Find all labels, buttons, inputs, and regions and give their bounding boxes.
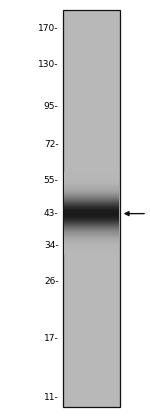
Bar: [64, 205, 119, 206]
Bar: [64, 213, 119, 214]
Bar: [64, 221, 119, 222]
Text: 55-: 55-: [44, 176, 58, 185]
Bar: [64, 173, 119, 174]
Bar: [64, 194, 119, 195]
Bar: [64, 217, 119, 218]
Text: 170-: 170-: [38, 24, 58, 33]
Bar: [64, 182, 119, 183]
Bar: [64, 238, 119, 239]
Text: 130-: 130-: [38, 60, 58, 69]
Bar: [64, 231, 119, 232]
Bar: [64, 244, 119, 245]
Text: 95-: 95-: [44, 102, 58, 111]
Bar: [64, 209, 119, 211]
Bar: [64, 223, 119, 224]
Bar: [64, 190, 119, 191]
Bar: [64, 252, 119, 254]
Bar: [64, 195, 119, 196]
Bar: [64, 242, 119, 243]
Bar: [64, 249, 119, 250]
Bar: [64, 236, 119, 238]
Bar: [64, 206, 119, 207]
Bar: [64, 198, 119, 199]
Bar: [64, 183, 119, 184]
Text: 72-: 72-: [44, 140, 58, 149]
Bar: [64, 254, 119, 256]
Bar: [64, 176, 119, 177]
Bar: [64, 234, 119, 236]
Bar: [64, 202, 119, 203]
Bar: [64, 207, 119, 208]
Bar: [64, 203, 119, 204]
Bar: [64, 247, 119, 248]
Bar: [64, 208, 119, 209]
Bar: [64, 181, 119, 182]
Bar: [64, 226, 119, 227]
Bar: [64, 192, 119, 193]
Bar: [64, 201, 119, 202]
Bar: [64, 220, 119, 221]
Bar: [64, 216, 119, 217]
Bar: [64, 197, 119, 198]
Bar: [64, 196, 119, 197]
Bar: [64, 179, 119, 180]
Bar: [64, 240, 119, 241]
Bar: [64, 243, 119, 244]
Bar: [64, 218, 119, 219]
Bar: [64, 229, 119, 230]
Bar: [64, 245, 119, 246]
Bar: [64, 193, 119, 194]
Text: 17-: 17-: [44, 334, 58, 343]
Bar: [64, 215, 119, 216]
Text: 11-: 11-: [44, 393, 58, 402]
Bar: [64, 177, 119, 178]
Bar: [64, 199, 119, 200]
Text: 43-: 43-: [44, 209, 58, 218]
Bar: [64, 251, 119, 252]
Bar: [63, 10, 120, 407]
Bar: [64, 246, 119, 247]
Text: 34-: 34-: [44, 241, 58, 250]
Bar: [64, 204, 119, 205]
Bar: [64, 178, 119, 179]
Bar: [64, 174, 119, 175]
Text: 26-: 26-: [44, 277, 58, 286]
Bar: [64, 225, 119, 226]
Bar: [64, 227, 119, 228]
Bar: [64, 211, 119, 213]
Bar: [64, 214, 119, 215]
Bar: [64, 219, 119, 220]
Bar: [64, 222, 119, 223]
Bar: [64, 200, 119, 201]
Bar: [64, 228, 119, 229]
Bar: [64, 239, 119, 240]
Bar: [64, 188, 119, 190]
Bar: [64, 224, 119, 225]
Bar: [64, 180, 119, 181]
Bar: [64, 248, 119, 249]
Bar: [64, 175, 119, 176]
Bar: [64, 230, 119, 231]
Bar: [64, 232, 119, 234]
Bar: [64, 184, 119, 185]
Bar: [64, 186, 119, 188]
Bar: [64, 172, 119, 173]
Bar: [64, 241, 119, 242]
Bar: [64, 250, 119, 251]
Bar: [64, 191, 119, 192]
Bar: [64, 185, 119, 186]
